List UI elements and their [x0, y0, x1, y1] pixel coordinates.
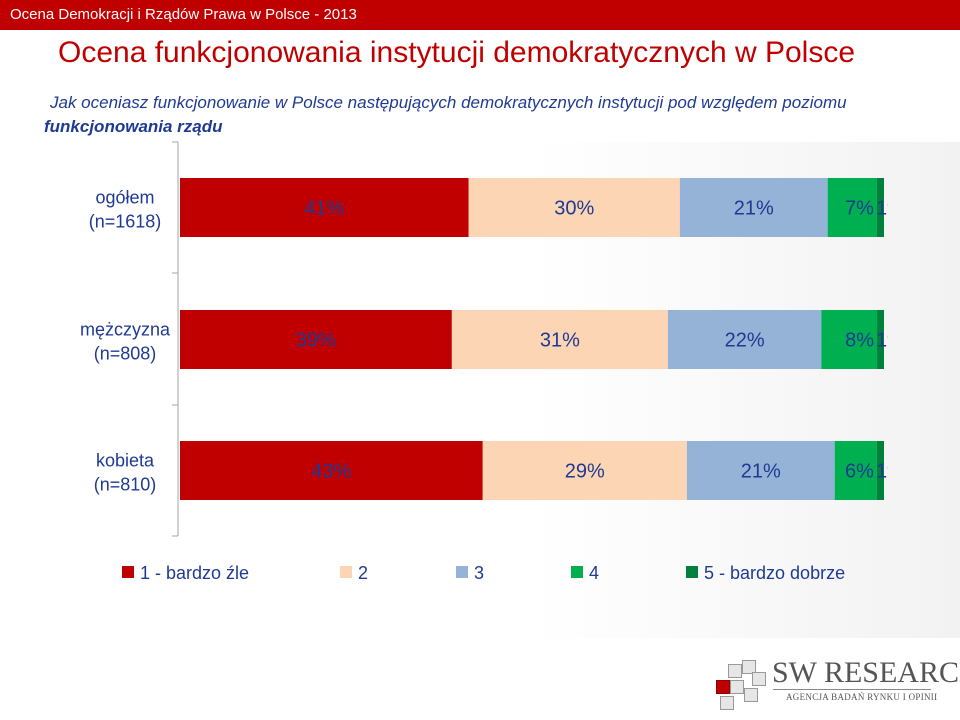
legend-swatch	[571, 566, 583, 578]
data-label: 1%	[876, 461, 905, 483]
legend-label: 4	[589, 563, 599, 583]
bar-segment	[679, 178, 828, 237]
legend-swatch	[686, 566, 698, 578]
data-label: 29%	[565, 461, 605, 483]
data-label: 22%	[725, 330, 765, 352]
data-label: 39%	[296, 330, 336, 352]
logo-cube-icon	[728, 664, 742, 678]
header-title: Ocena Demokracji i Rządów Prawa w Polsce…	[10, 6, 357, 23]
bar-segment	[180, 441, 483, 500]
logo-cube-icon	[742, 660, 756, 674]
data-label: 1%	[876, 198, 905, 220]
bar-segment	[686, 441, 835, 500]
bar-segment	[180, 310, 452, 369]
bar-segment	[451, 310, 668, 369]
data-label: 6%	[845, 461, 874, 483]
bar-segment	[667, 310, 822, 369]
data-label: 1%	[876, 330, 905, 352]
data-label: 8%	[845, 330, 874, 352]
data-label: 31%	[540, 330, 580, 352]
logo-name: SW RESEARCH	[772, 656, 960, 689]
data-label: 30%	[554, 198, 594, 220]
legend-swatch	[122, 566, 134, 578]
logo-cube-icon	[752, 672, 766, 686]
data-label: 41%	[304, 198, 344, 220]
data-label: 21%	[741, 461, 781, 483]
data-label: 21%	[734, 198, 774, 220]
legend-label: 1 - bardzo źle	[140, 563, 249, 583]
bar-segment	[876, 178, 884, 237]
category-label: ogółem	[95, 188, 154, 208]
category-label: kobieta	[96, 451, 155, 471]
header-bar: Ocena Demokracji i Rządów Prawa w Polsce…	[0, 0, 960, 30]
page-title: Ocena funkcjonowania instytucji demokrat…	[58, 36, 856, 69]
bar-segment	[876, 441, 884, 500]
question-text: Jak oceniasz funkcjonowanie w Polsce nas…	[44, 91, 924, 139]
logo-cube-icon	[744, 688, 758, 702]
data-label: 7%	[845, 198, 874, 220]
data-label-group: 41% 30% 21% 7% 1%	[304, 198, 905, 220]
logo-tagline: AGENCJA BADAŃ RYNKU I OPINII	[786, 692, 938, 702]
data-label-group: 43% 29% 21% 6% 1%	[311, 461, 905, 483]
data-label: 43%	[311, 461, 351, 483]
category-count-label: (n=808)	[94, 344, 157, 364]
category-label: mężczyzna	[80, 320, 171, 340]
legend-label: 3	[474, 563, 484, 583]
bar-segment	[827, 178, 877, 237]
category-count-label: (n=1618)	[89, 212, 162, 232]
question-line-2: funkcjonowania rządu	[44, 117, 223, 136]
bar-segment	[180, 178, 469, 237]
footer	[0, 638, 960, 720]
bar-segment	[468, 178, 680, 237]
logo-cube-icon	[730, 680, 744, 694]
logo-divider	[773, 689, 931, 690]
category-count-label: (n=810)	[94, 475, 157, 495]
legend-swatch	[456, 566, 468, 578]
legend-label: 2	[358, 563, 368, 583]
question-line-1: Jak oceniasz funkcjonowanie w Polsce nas…	[50, 93, 847, 112]
legend-swatch	[340, 566, 352, 578]
bar-segment	[834, 441, 877, 500]
legend-label: 5 - bardzo dobrze	[704, 563, 845, 583]
data-label-group: 39% 31% 22% 8% 1%	[296, 330, 905, 352]
bar-segment	[821, 310, 878, 369]
logo-cube-red-icon	[716, 680, 730, 694]
bar-segment	[482, 441, 687, 500]
logo-cube-icon	[720, 696, 734, 710]
bar-segment	[877, 310, 884, 369]
